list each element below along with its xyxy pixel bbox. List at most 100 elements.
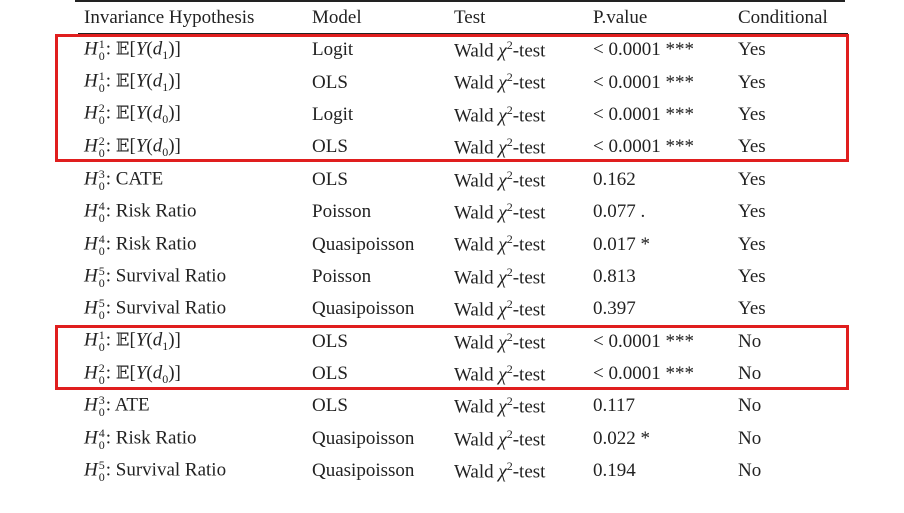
hypothesis-subscript: 0	[98, 308, 105, 323]
hypothesis-symbol: H	[84, 200, 98, 222]
test-suffix: -test	[512, 234, 546, 256]
pvalue-cell: 0.117	[593, 395, 636, 417]
hypothesis-subscript: 0	[98, 81, 105, 95]
hypothesis-superscript: 3	[98, 393, 105, 408]
chi-superscript: 2	[506, 70, 513, 85]
outcome-symbol: Y	[135, 37, 147, 59]
model-cell: OLS	[312, 71, 348, 93]
chi-superscript: 2	[506, 361, 513, 376]
hypothesis-subscript: 0	[98, 405, 105, 420]
treatment-subscript: 1	[162, 339, 169, 354]
model-cell: Poisson	[312, 265, 372, 287]
test-suffix: -test	[512, 331, 546, 353]
test-name: Wald	[454, 137, 494, 159]
pvalue-cell: < 0.0001 ***	[593, 71, 694, 93]
chi-superscript: 2	[506, 426, 513, 441]
hypothesis-subscript: 0	[98, 437, 105, 452]
test-suffix: -test	[512, 137, 546, 159]
test-suffix: -test	[512, 299, 546, 321]
conditional-cell: Yes	[738, 168, 766, 190]
header-conditional: Conditional	[732, 3, 848, 34]
chi-superscript: 2	[506, 38, 513, 53]
expectation-symbol: 𝔼	[115, 70, 130, 92]
chi-symbol: χ	[498, 429, 507, 451]
hypothesis-superscript: 2	[98, 133, 105, 148]
test-suffix: -test	[512, 202, 546, 224]
hypothesis-symbol: H	[84, 459, 98, 481]
conditional-cell: No	[738, 395, 762, 417]
test-cell: Wald χ2-test	[448, 164, 587, 196]
hypothesis-superscript: 1	[98, 36, 105, 51]
test-name: Wald	[454, 267, 494, 289]
hypothesis-label: Survival Ratio	[115, 297, 227, 319]
hypothesis-symbol: H	[84, 232, 98, 254]
chi-superscript: 2	[506, 199, 513, 214]
hypothesis-symbol: H	[84, 427, 98, 449]
conditional-cell: No	[738, 330, 762, 352]
test-cell: Wald χ2-test	[448, 99, 587, 131]
test-cell: Wald χ2-test	[448, 293, 587, 325]
chi-superscript: 2	[506, 459, 513, 474]
hypothesis-symbol: H	[84, 37, 98, 59]
conditional-cell: Yes	[738, 39, 766, 61]
test-suffix: -test	[512, 429, 546, 451]
chi-symbol: χ	[498, 40, 507, 62]
model-cell: Quasipoisson	[312, 460, 415, 482]
chi-superscript: 2	[506, 102, 513, 117]
hypothesis-label: CATE	[115, 168, 164, 190]
test-cell: Wald χ2-test	[448, 66, 587, 98]
treatment-symbol: d	[152, 361, 163, 383]
hypothesis-subscript: 0	[98, 178, 105, 193]
hypothesis-label: Risk Ratio	[115, 200, 197, 222]
treatment-symbol: d	[152, 70, 163, 92]
hypothesis-label: Risk Ratio	[115, 427, 197, 449]
expectation-symbol: 𝔼	[115, 135, 130, 157]
hypothesis-symbol: H	[84, 102, 98, 124]
hypothesis-subscript: 0	[98, 275, 105, 290]
test-name: Wald	[454, 234, 494, 256]
treatment-subscript: 1	[162, 80, 169, 95]
test-cell: Wald χ2-test	[448, 131, 587, 163]
pvalue-cell: < 0.0001 ***	[593, 363, 694, 385]
chi-superscript: 2	[506, 297, 513, 312]
model-cell: Poisson	[312, 201, 372, 223]
hypothesis-symbol: H	[84, 135, 98, 157]
chi-symbol: χ	[498, 234, 507, 256]
hypothesis-subscript: 0	[98, 372, 105, 387]
chi-superscript: 2	[506, 135, 513, 150]
chi-symbol: χ	[498, 331, 507, 353]
model-cell: Quasipoisson	[312, 427, 415, 449]
chi-superscript: 2	[506, 394, 513, 409]
outcome-symbol: Y	[135, 361, 147, 383]
test-suffix: -test	[512, 461, 546, 483]
conditional-cell: Yes	[738, 71, 766, 93]
pvalue-cell: 0.077 .	[593, 201, 646, 223]
treatment-symbol: d	[152, 37, 163, 59]
test-cell: Wald χ2-test	[448, 34, 587, 67]
model-cell: OLS	[312, 136, 348, 158]
test-name: Wald	[454, 40, 494, 62]
pvalue-cell: 0.813	[593, 265, 636, 287]
chi-symbol: χ	[498, 72, 507, 94]
table-top-rule	[75, 0, 845, 2]
